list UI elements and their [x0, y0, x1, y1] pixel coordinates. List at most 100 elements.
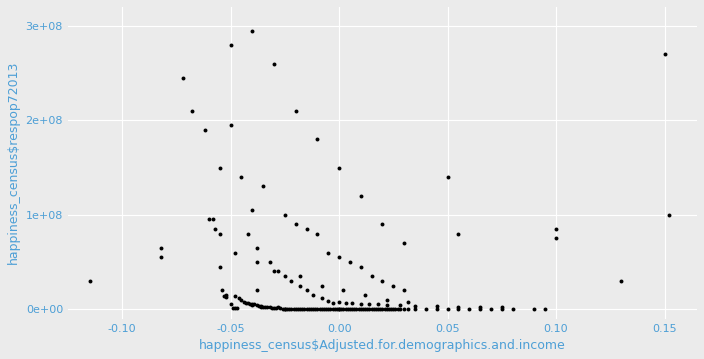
- Point: [388, 306, 399, 312]
- Point: [394, 306, 406, 312]
- Point: [353, 306, 364, 312]
- Point: [316, 295, 327, 301]
- Point: [368, 306, 379, 312]
- Point: [296, 306, 308, 312]
- Point: [227, 305, 239, 311]
- Point: [268, 306, 279, 311]
- Point: [615, 278, 627, 284]
- Point: [351, 306, 362, 312]
- Point: [381, 303, 392, 308]
- Point: [292, 306, 303, 312]
- Point: [360, 292, 371, 298]
- Point: [301, 226, 312, 232]
- Point: [327, 300, 338, 306]
- Point: [286, 278, 297, 284]
- Point: [84, 278, 95, 284]
- Point: [279, 306, 291, 312]
- Y-axis label: happiness_census$respop72013: happiness_census$respop72013: [7, 61, 20, 265]
- Point: [251, 303, 263, 308]
- Point: [474, 306, 486, 312]
- Point: [322, 306, 334, 312]
- X-axis label: happiness_census$Adjusted.for.demographics.and.income: happiness_census$Adjusted.for.demographi…: [199, 339, 566, 352]
- Point: [225, 302, 237, 307]
- Point: [230, 305, 241, 311]
- Point: [329, 306, 340, 312]
- Point: [284, 306, 295, 312]
- Point: [442, 306, 453, 312]
- Point: [210, 226, 221, 232]
- Point: [348, 306, 360, 312]
- Point: [294, 283, 306, 288]
- Point: [286, 306, 297, 312]
- Point: [216, 288, 227, 293]
- Point: [306, 306, 317, 312]
- Point: [398, 306, 410, 312]
- Point: [346, 306, 358, 312]
- Point: [272, 304, 284, 310]
- Point: [529, 306, 540, 312]
- Point: [244, 300, 256, 306]
- Point: [234, 295, 245, 301]
- Point: [251, 245, 263, 251]
- Point: [214, 231, 225, 237]
- Point: [246, 302, 258, 307]
- Point: [303, 306, 314, 312]
- Point: [344, 306, 356, 312]
- Point: [242, 231, 253, 237]
- Point: [453, 231, 464, 237]
- Point: [308, 292, 319, 298]
- Point: [316, 283, 327, 288]
- Point: [364, 306, 375, 312]
- Point: [301, 306, 312, 312]
- Point: [355, 264, 366, 270]
- Point: [218, 293, 230, 299]
- Point: [203, 216, 215, 222]
- Point: [340, 306, 351, 312]
- Point: [314, 306, 325, 312]
- Point: [264, 259, 275, 265]
- Point: [186, 108, 197, 114]
- Point: [290, 306, 301, 312]
- Point: [282, 306, 293, 312]
- Point: [327, 306, 338, 312]
- Point: [268, 269, 279, 274]
- Point: [366, 306, 377, 312]
- Point: [322, 298, 334, 304]
- Point: [279, 273, 291, 279]
- Point: [384, 306, 395, 312]
- Point: [377, 278, 388, 284]
- Point: [312, 136, 323, 142]
- Point: [474, 304, 486, 310]
- Point: [214, 165, 225, 171]
- Point: [256, 304, 267, 310]
- Point: [485, 306, 496, 312]
- Point: [496, 306, 508, 312]
- Point: [279, 212, 291, 218]
- Point: [431, 306, 442, 312]
- Point: [256, 303, 267, 309]
- Point: [275, 306, 286, 311]
- Point: [240, 300, 251, 306]
- Point: [398, 288, 410, 293]
- Point: [370, 306, 382, 312]
- Point: [659, 51, 670, 57]
- Point: [390, 306, 401, 312]
- Point: [344, 259, 356, 265]
- Point: [403, 299, 414, 304]
- Point: [551, 226, 562, 232]
- Point: [236, 297, 247, 303]
- Point: [442, 174, 453, 180]
- Point: [381, 297, 392, 303]
- Point: [431, 303, 442, 309]
- Point: [364, 302, 375, 307]
- Point: [355, 300, 366, 306]
- Point: [334, 165, 345, 171]
- Point: [322, 250, 334, 255]
- Point: [279, 306, 291, 312]
- Point: [316, 306, 327, 312]
- Point: [220, 294, 232, 300]
- Point: [342, 306, 353, 312]
- Point: [290, 221, 301, 227]
- Point: [453, 304, 464, 310]
- Point: [253, 303, 265, 309]
